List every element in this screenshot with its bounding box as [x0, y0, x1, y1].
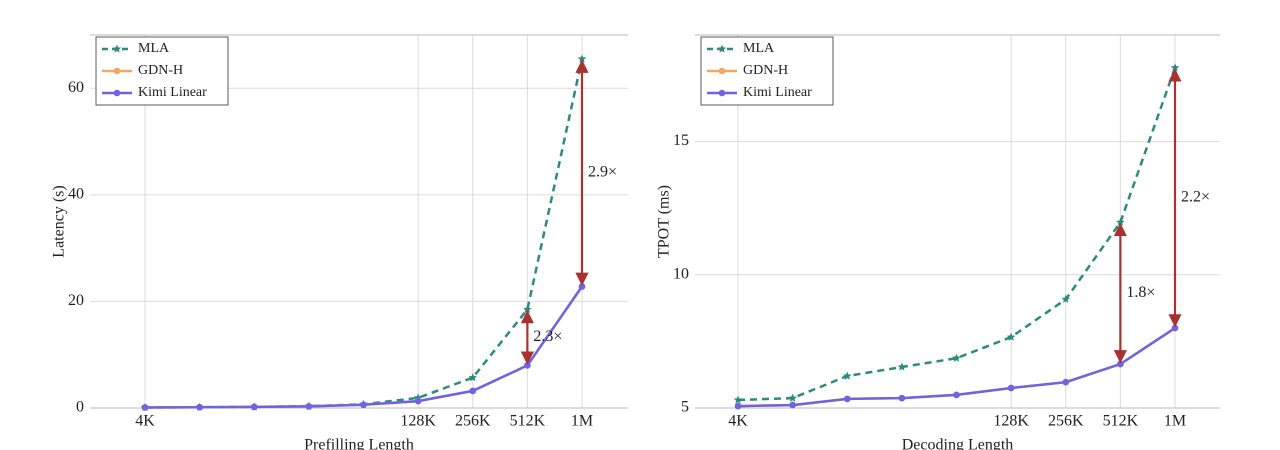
legend-marker: [718, 67, 726, 75]
series-line: [144, 285, 584, 409]
point: [733, 395, 743, 404]
point: [305, 403, 313, 410]
legend-label: MLA: [138, 41, 170, 56]
point: [141, 404, 149, 411]
point: [843, 371, 852, 380]
point: [360, 401, 367, 409]
y-tick-label: 20: [68, 292, 84, 309]
legend-marker: [718, 89, 726, 97]
y-axis-label: TPOT (ms): [656, 185, 673, 258]
x-axis-label: Decoding Length: [902, 437, 1014, 450]
point: [250, 403, 258, 411]
y-tick-label: 40: [68, 186, 84, 203]
annotation: 2.2×: [1181, 189, 1210, 206]
legend-marker: [113, 89, 121, 97]
y-axis-label: Latency (s): [51, 185, 68, 257]
legend-marker: [717, 44, 727, 53]
x-tick-label: 256K: [1048, 413, 1084, 430]
point: [843, 395, 851, 403]
point: [1007, 384, 1015, 392]
x-tick-label: 1M: [571, 413, 593, 430]
point: [1170, 63, 1180, 72]
x-tick-label: 256K: [455, 413, 491, 430]
y-tick-label: 10: [673, 265, 689, 282]
x-tick-label: 128K: [400, 413, 436, 430]
legend-label: MLA: [743, 41, 775, 56]
y-tick-label: 15: [673, 132, 689, 149]
x-tick-label: 4K: [135, 413, 155, 430]
x-tick-label: 512K: [510, 413, 546, 430]
legend-label: GDN-H: [138, 63, 183, 78]
y-tick-label: 0: [76, 399, 84, 416]
point: [1062, 378, 1070, 386]
series-line: [737, 67, 1177, 402]
legend-marker: [112, 44, 122, 53]
point: [897, 362, 907, 371]
annotation: 2.9×: [588, 163, 617, 180]
legend-marker: [113, 67, 121, 75]
y-tick-label: 60: [68, 79, 84, 96]
point: [789, 401, 796, 409]
chart: 5 10 15 4K 128K 256K 512K 1M Decoding Length TPOT…: [656, 34, 1220, 450]
point: [468, 373, 477, 382]
series-line: [144, 58, 584, 409]
point: [469, 387, 477, 395]
point: [196, 403, 203, 411]
point: [788, 393, 797, 402]
y-tick-label: 5: [681, 399, 689, 416]
point: [952, 353, 961, 362]
point: [898, 394, 906, 402]
point: [953, 391, 960, 399]
point: [577, 54, 587, 63]
annotation: 1.8×: [1126, 284, 1155, 301]
legend-label: Kimi Linear: [743, 85, 812, 100]
point: [1061, 294, 1070, 303]
legend-label: Kimi Linear: [138, 85, 207, 100]
x-tick-label: 1M: [1164, 413, 1186, 430]
x-tick-label: 128K: [993, 413, 1029, 430]
point: [414, 397, 422, 405]
point: [1006, 332, 1016, 341]
legend-label: GDN-H: [743, 63, 788, 78]
chart: 0 20 40 60 4K 128K 256K 512K 1M Prefilling Length…: [51, 34, 628, 450]
x-tick-label: 4K: [728, 413, 748, 430]
x-tick-label: 512K: [1103, 413, 1139, 430]
series-line: [144, 285, 584, 409]
annotation: 2.3×: [533, 328, 562, 345]
x-axis-label: Prefilling Length: [304, 437, 414, 450]
point: [734, 402, 742, 410]
